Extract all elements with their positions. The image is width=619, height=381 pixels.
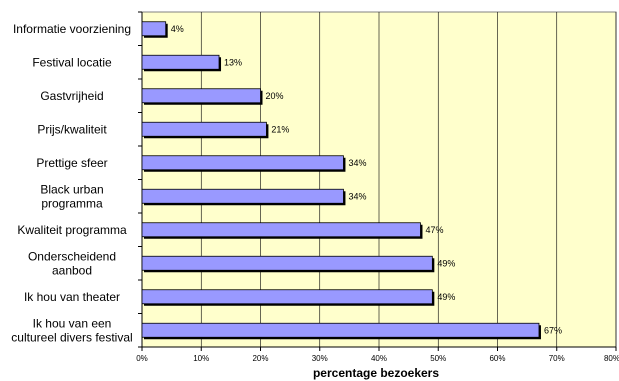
value-label: 49% bbox=[437, 258, 455, 268]
category-label: Gastvrijheid bbox=[40, 89, 103, 103]
x-tick-label: 80% bbox=[604, 354, 619, 363]
bar bbox=[141, 54, 220, 70]
bar bbox=[141, 222, 421, 238]
category-label: Informatie voorziening bbox=[13, 22, 131, 36]
x-tick-label: 60% bbox=[489, 354, 505, 363]
x-tick-label: 70% bbox=[549, 354, 565, 363]
category-label: Onderscheidend aanbod bbox=[28, 249, 116, 277]
x-tick-label: 40% bbox=[371, 354, 387, 363]
value-label: 49% bbox=[437, 292, 455, 302]
value-label: 34% bbox=[348, 158, 366, 168]
x-tick-labels: 0% 10% 20% 30% 40% 50% 60% 70% 80% bbox=[136, 347, 619, 363]
x-tick-label: 0% bbox=[136, 354, 148, 363]
bar bbox=[141, 188, 344, 204]
bar bbox=[141, 21, 167, 37]
value-label: 67% bbox=[544, 325, 562, 335]
value-label: 4% bbox=[171, 24, 184, 34]
bar bbox=[141, 88, 261, 104]
value-label: 34% bbox=[348, 191, 366, 201]
value-label: 20% bbox=[266, 91, 284, 101]
x-tick-label: 30% bbox=[312, 354, 328, 363]
bar bbox=[141, 155, 344, 171]
bars bbox=[141, 21, 541, 340]
value-labels: 4% 13% 20% 21% 34% 34% 47% 49% 49% 67% bbox=[171, 24, 562, 336]
category-label: Prettige sfeer bbox=[36, 156, 107, 170]
x-tick-label: 50% bbox=[430, 354, 446, 363]
x-axis-title: percentage bezoekers bbox=[313, 366, 439, 380]
category-label: Prijs/kwaliteit bbox=[37, 122, 107, 136]
x-tick-label: 20% bbox=[252, 354, 268, 363]
category-label: Kwaliteit programma bbox=[17, 223, 127, 237]
value-label: 13% bbox=[224, 57, 242, 67]
bar bbox=[141, 322, 540, 338]
category-labels: Informatie voorziening Festival locatie Ga… bbox=[11, 22, 132, 345]
bar bbox=[141, 255, 433, 271]
category-label: Festival locatie bbox=[32, 55, 112, 69]
value-label: 47% bbox=[425, 225, 443, 235]
bar bbox=[141, 121, 267, 137]
bar bbox=[141, 289, 433, 305]
value-label: 21% bbox=[271, 124, 289, 134]
category-label: Ik hou van theater bbox=[24, 290, 120, 304]
category-label: Ik hou van een cultureel divers festival bbox=[11, 316, 132, 344]
category-label: Black urban programma bbox=[40, 182, 103, 210]
x-tick-label: 10% bbox=[193, 354, 209, 363]
